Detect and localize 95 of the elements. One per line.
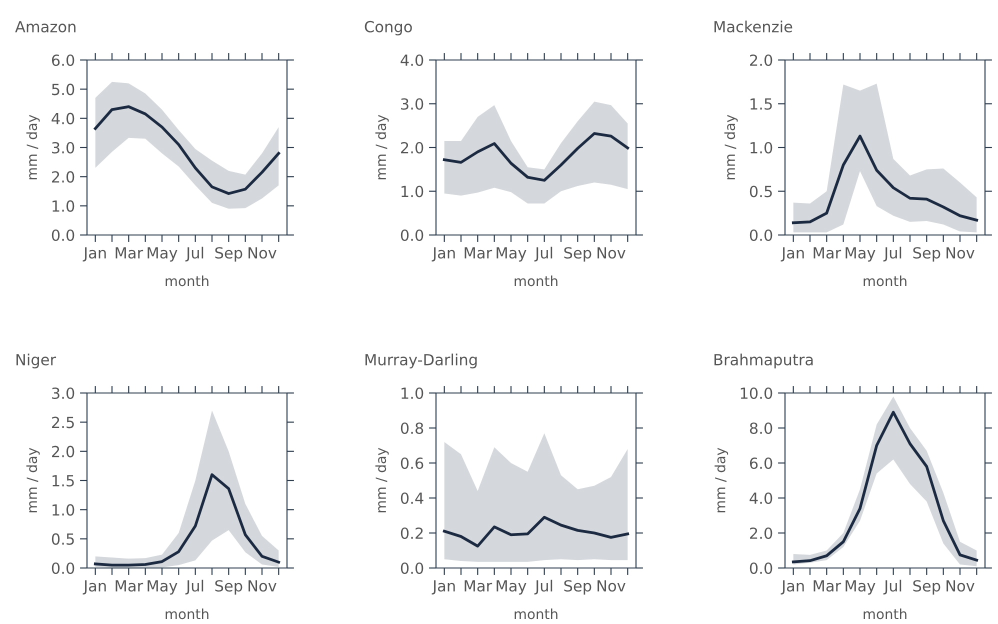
y-tick-label: 2.0 bbox=[750, 54, 772, 66]
x-tick-label: May bbox=[148, 580, 178, 595]
x-tick-label: Sep bbox=[913, 580, 940, 595]
y-tick-label: 1.0 bbox=[52, 504, 74, 516]
y-tick-label: 0.0 bbox=[750, 229, 772, 242]
x-tick-label: Nov bbox=[598, 580, 626, 592]
y-tick-label: 8.0 bbox=[750, 422, 772, 434]
x-tick-label: Sep bbox=[215, 580, 242, 595]
y-axis-title: mm / day bbox=[724, 114, 738, 180]
x-axis-title: month bbox=[166, 608, 208, 620]
y-tick-label: 0.5 bbox=[52, 533, 74, 545]
y-tick-label: 0.5 bbox=[750, 186, 772, 198]
x-axis-title: month bbox=[864, 275, 906, 286]
x-axis-title: month bbox=[514, 275, 558, 286]
chart-title: Amazon bbox=[15, 21, 76, 32]
x-tick-label: Sep bbox=[564, 580, 592, 595]
y-tick-label: 0.0 bbox=[750, 562, 772, 574]
x-tick-label: May bbox=[846, 247, 876, 262]
y-tick-label: 3.0 bbox=[52, 142, 74, 154]
x-tick-label: Nov bbox=[946, 247, 974, 259]
line-series bbox=[94, 473, 280, 566]
x-tick-label: Mar bbox=[464, 580, 492, 592]
y-tick-label: 6.0 bbox=[52, 54, 74, 66]
y-tick-label: 1.0 bbox=[52, 200, 74, 212]
y-tick-label: 1.5 bbox=[750, 98, 772, 110]
line-series bbox=[792, 134, 978, 224]
x-tick-label: Jul bbox=[883, 580, 902, 594]
y-tick-label: 2.0 bbox=[750, 527, 772, 540]
y-tick-label: 4.0 bbox=[400, 54, 424, 66]
chart-title: Niger bbox=[16, 354, 56, 368]
x-axis-title: month bbox=[514, 608, 558, 620]
y-tick-label: 0.0 bbox=[400, 229, 424, 242]
x-axis-title: month bbox=[864, 608, 906, 620]
y-tick-label: 2.0 bbox=[52, 446, 74, 458]
y-tick-label: 0.4 bbox=[400, 492, 424, 504]
line-series bbox=[442, 132, 630, 182]
y-tick-label: 0.6 bbox=[400, 457, 424, 470]
x-tick-label: Jul bbox=[185, 580, 204, 594]
y-tick-label: 1.0 bbox=[402, 387, 424, 400]
x-tick-label: Jan bbox=[780, 247, 804, 262]
line-series bbox=[94, 105, 280, 195]
x-tick-label: Nov bbox=[946, 580, 974, 592]
y-tick-label: 3.0 bbox=[401, 98, 424, 110]
line-series bbox=[442, 516, 630, 548]
y-tick-label: 0.0 bbox=[52, 229, 74, 242]
y-axis-title: mm / day bbox=[26, 114, 40, 180]
x-tick-label: Jan bbox=[432, 580, 455, 594]
chart-title: Murray-Darling bbox=[366, 354, 477, 368]
x-tick-label: Nov bbox=[248, 580, 276, 592]
x-tick-label: Sep bbox=[913, 247, 940, 262]
x-tick-label: Jul bbox=[534, 246, 552, 262]
x-tick-label: Jan bbox=[82, 580, 106, 594]
x-tick-label: Mar bbox=[814, 247, 842, 259]
y-tick-label: 4.0 bbox=[750, 492, 772, 504]
chart-title: Mackenzie bbox=[714, 20, 792, 32]
y-tick-label: 0.8 bbox=[400, 422, 424, 434]
x-tick-label: May bbox=[496, 247, 526, 262]
x-tick-label: May bbox=[148, 247, 178, 262]
y-axis-title: mm / day bbox=[26, 448, 40, 512]
x-tick-label: Jan bbox=[82, 247, 106, 262]
y-tick-label: 2.0 bbox=[52, 171, 74, 183]
y-tick-label: 6.0 bbox=[750, 457, 772, 470]
x-tick-label: Jan bbox=[432, 247, 455, 262]
y-axis-title: mm / day bbox=[375, 114, 389, 180]
y-tick-label: 3.0 bbox=[52, 387, 74, 400]
y-tick-label: 10.0 bbox=[740, 387, 772, 400]
x-tick-label: Sep bbox=[215, 247, 242, 262]
y-tick-label: 1.0 bbox=[402, 186, 424, 198]
y-tick-label: 0.0 bbox=[52, 562, 74, 574]
y-axis-title: mm / day bbox=[714, 448, 728, 512]
x-tick-label: Jul bbox=[185, 246, 204, 262]
x-axis-title: month bbox=[166, 275, 208, 286]
x-tick-label: May bbox=[846, 580, 876, 595]
y-tick-label: 0.0 bbox=[400, 562, 424, 574]
y-tick-label: 1.5 bbox=[52, 475, 74, 487]
x-tick-label: Mar bbox=[116, 580, 144, 592]
x-tick-label: Nov bbox=[598, 247, 626, 259]
y-axis-title: mm / day bbox=[375, 448, 389, 512]
y-tick-label: 1.0 bbox=[750, 142, 772, 154]
y-tick-label: 2.0 bbox=[401, 142, 424, 154]
x-tick-label: Jul bbox=[883, 246, 902, 262]
x-tick-label: May bbox=[496, 580, 526, 595]
y-tick-label: 5.0 bbox=[52, 84, 74, 96]
x-tick-label: Jul bbox=[534, 580, 552, 594]
x-tick-label: Mar bbox=[464, 247, 492, 259]
y-tick-label: 2.5 bbox=[52, 416, 74, 428]
x-tick-label: Mar bbox=[814, 580, 842, 592]
y-tick-label: 0.2 bbox=[400, 527, 423, 540]
x-tick-label: Jan bbox=[780, 580, 804, 594]
chart-title: Congo bbox=[364, 20, 412, 36]
x-tick-label: Sep bbox=[564, 247, 592, 262]
y-tick-label: 4.0 bbox=[52, 112, 74, 124]
chart-title: Brahmaputra bbox=[714, 354, 813, 368]
x-tick-label: Nov bbox=[248, 247, 276, 259]
x-tick-label: Mar bbox=[116, 247, 144, 259]
